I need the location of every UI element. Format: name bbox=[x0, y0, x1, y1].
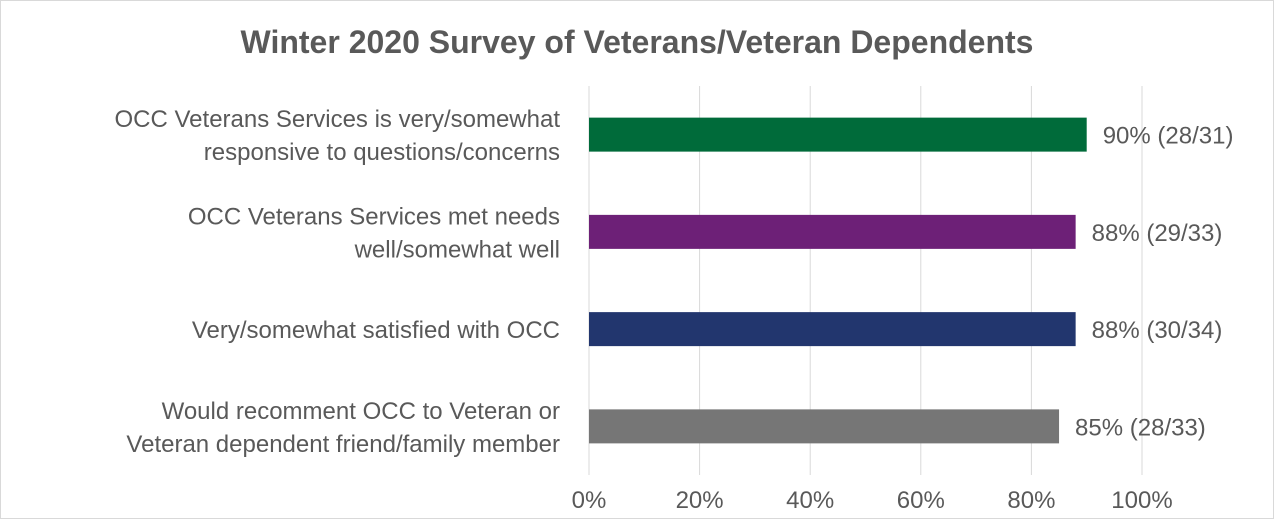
x-axis-ticks: 0% 20% 40% 60% 80% 100% bbox=[572, 487, 1173, 514]
chart-title: Winter 2020 Survey of Veterans/Veteran D… bbox=[240, 24, 1034, 60]
category-label: Would recomment OCC to Veteran or Veteran… bbox=[126, 398, 560, 458]
bar bbox=[589, 117, 1087, 152]
category-label: Very/somewhat satisfied with OCC bbox=[192, 317, 560, 344]
category-label: OCC Veterans Services is very/somewhat re… bbox=[115, 106, 561, 166]
bar bbox=[589, 214, 1076, 249]
x-tick-label: 20% bbox=[676, 487, 724, 514]
data-label: 85% (28/33) bbox=[1075, 414, 1206, 441]
bar bbox=[589, 312, 1076, 347]
x-tick-label: 40% bbox=[786, 487, 834, 514]
bar bbox=[589, 409, 1060, 444]
data-label: 90% (28/31) bbox=[1103, 123, 1234, 150]
data-labels: 90% (28/31) 88% (29/33) 88% (30/34) 85% (28… bbox=[1075, 123, 1233, 442]
x-tick-label: 60% bbox=[897, 487, 945, 514]
category-labels: OCC Veterans Services is very/somewhat re… bbox=[115, 106, 561, 458]
bars bbox=[589, 117, 1087, 444]
x-tick-label: 0% bbox=[572, 487, 607, 514]
category-label: OCC Veterans Services met needs well/some… bbox=[188, 203, 560, 263]
data-label: 88% (30/34) bbox=[1092, 317, 1223, 344]
x-tick-label: 80% bbox=[1007, 487, 1055, 514]
data-label: 88% (29/33) bbox=[1092, 220, 1223, 247]
x-tick-label: 100% bbox=[1111, 487, 1172, 514]
